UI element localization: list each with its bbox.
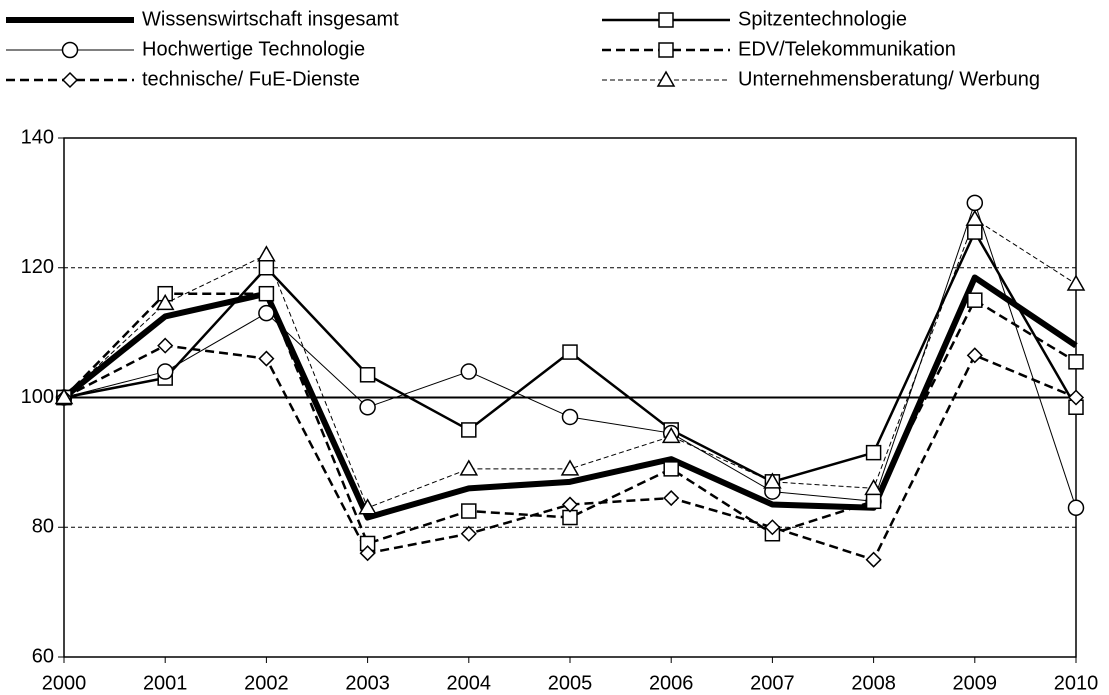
data-point: [459, 459, 479, 476]
x-tick-label: 2006: [649, 672, 694, 694]
legend-label: Wissenswirtschaft insgesamt: [142, 8, 399, 30]
x-tick-label: 2007: [750, 672, 795, 694]
data-point: [560, 459, 580, 476]
data-point: [1067, 499, 1085, 517]
x-tick-label: 2005: [548, 672, 593, 694]
data-point: [258, 304, 275, 322]
data-point: [561, 496, 579, 513]
y-tick-label: 100: [21, 386, 54, 408]
x-tick-label: 2009: [953, 672, 998, 694]
legend-label: technische/ FuE-Dienste: [142, 68, 360, 90]
x-tick-label: 2001: [143, 672, 188, 694]
data-point: [562, 509, 578, 526]
legend-marker: [61, 71, 79, 89]
legend-label: Spitzentechnologie: [738, 8, 907, 30]
data-point: [763, 472, 782, 489]
data-point: [258, 260, 275, 276]
data-point: [156, 363, 174, 380]
data-point: [966, 347, 983, 364]
data-point: [966, 194, 984, 212]
data-point: [865, 493, 882, 510]
series-line: [63, 292, 1077, 545]
data-point: [865, 444, 882, 461]
data-point: [460, 363, 478, 380]
data-point: [661, 426, 681, 444]
data-point: [258, 350, 275, 367]
y-tick-label: 80: [32, 516, 54, 538]
x-tick-label: 2010: [1054, 672, 1099, 694]
y-tick-label: 120: [21, 256, 54, 278]
data-point: [359, 398, 376, 416]
data-point: [965, 209, 985, 226]
data-point: [460, 525, 477, 542]
data-point: [864, 478, 883, 496]
x-tick-label: 2000: [42, 672, 87, 694]
y-tick-label: 60: [32, 645, 54, 667]
legend-label: EDV/Telekommunikation: [738, 38, 956, 60]
data-point: [54, 387, 74, 405]
data-point: [359, 367, 376, 383]
y-tick-label: 140: [21, 126, 54, 148]
x-tick-label: 2002: [244, 672, 289, 694]
data-point: [663, 461, 679, 477]
data-point: [155, 293, 175, 311]
data-point: [461, 503, 477, 519]
data-point: [967, 224, 983, 240]
data-point: [257, 245, 276, 262]
data-point: [764, 519, 781, 536]
data-point: [1067, 389, 1085, 406]
data-point: [967, 292, 983, 308]
data-point: [157, 337, 174, 354]
x-tick-label: 2003: [345, 672, 390, 694]
x-tick-label: 2004: [447, 672, 492, 694]
legend-marker: [61, 41, 79, 59]
legend-marker: [658, 12, 674, 28]
data-point: [461, 422, 477, 438]
data-point: [1068, 354, 1084, 370]
legend-marker: [656, 70, 676, 87]
legend-marker: [658, 42, 674, 58]
data-point: [1066, 274, 1086, 291]
data-point: [562, 344, 578, 360]
data-point: [359, 545, 376, 562]
data-point: [258, 285, 275, 302]
data-point: [358, 498, 377, 515]
x-tick-label: 2008: [851, 672, 896, 694]
legend-label: Hochwertige Technologie: [142, 38, 365, 60]
data-point: [865, 551, 882, 568]
data-point: [561, 408, 579, 426]
data-point: [663, 489, 680, 507]
series-line: [62, 274, 1078, 521]
legend-label: Unternehmensberatung/ Werbung: [738, 68, 1040, 90]
